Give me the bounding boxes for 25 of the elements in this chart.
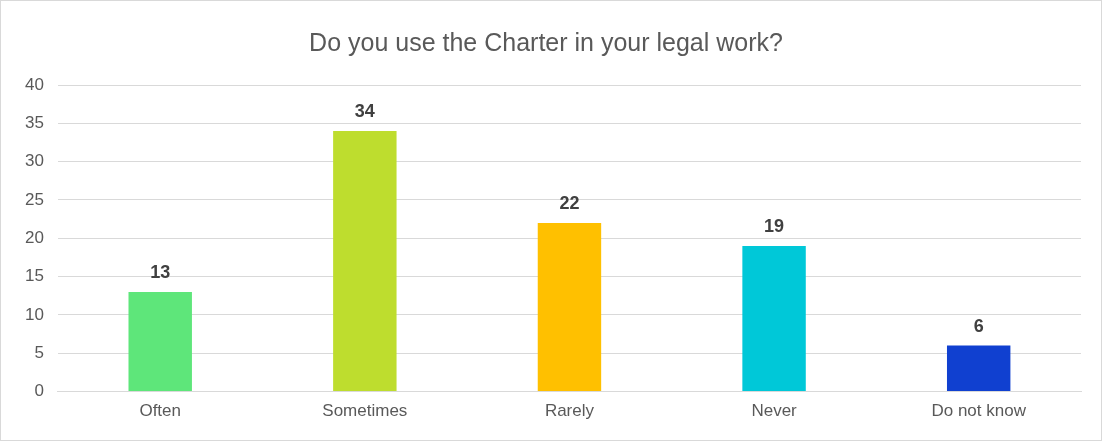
data-label: 6 xyxy=(973,315,984,336)
x-tick-label: Do not know xyxy=(931,401,1027,421)
y-tick-label: 20 xyxy=(24,227,44,247)
y-tick-label: 40 xyxy=(24,74,44,94)
data-label: 19 xyxy=(764,215,785,236)
bar xyxy=(128,291,192,392)
x-tick-label: Sometimes xyxy=(322,401,408,421)
y-tick-label: 25 xyxy=(24,189,44,209)
x-tick-label: Rarely xyxy=(544,401,595,421)
data-label: 22 xyxy=(559,192,580,213)
chart-title: Do you use the Charter in your legal work? xyxy=(309,27,783,56)
y-tick-label: 35 xyxy=(24,113,44,133)
x-tick-label: Often xyxy=(139,401,182,421)
x-tick-label: Never xyxy=(751,401,798,421)
y-tick-label: 10 xyxy=(24,304,44,324)
data-label: 13 xyxy=(150,261,171,282)
bar xyxy=(333,130,397,392)
bar xyxy=(742,245,806,392)
bar xyxy=(537,222,602,392)
data-label: 34 xyxy=(354,100,375,121)
y-tick-label: 30 xyxy=(24,151,44,171)
y-tick-label: 5 xyxy=(34,342,44,362)
y-tick-label: 0 xyxy=(34,381,44,401)
y-tick-label: 15 xyxy=(24,266,44,286)
bar xyxy=(946,345,1011,392)
